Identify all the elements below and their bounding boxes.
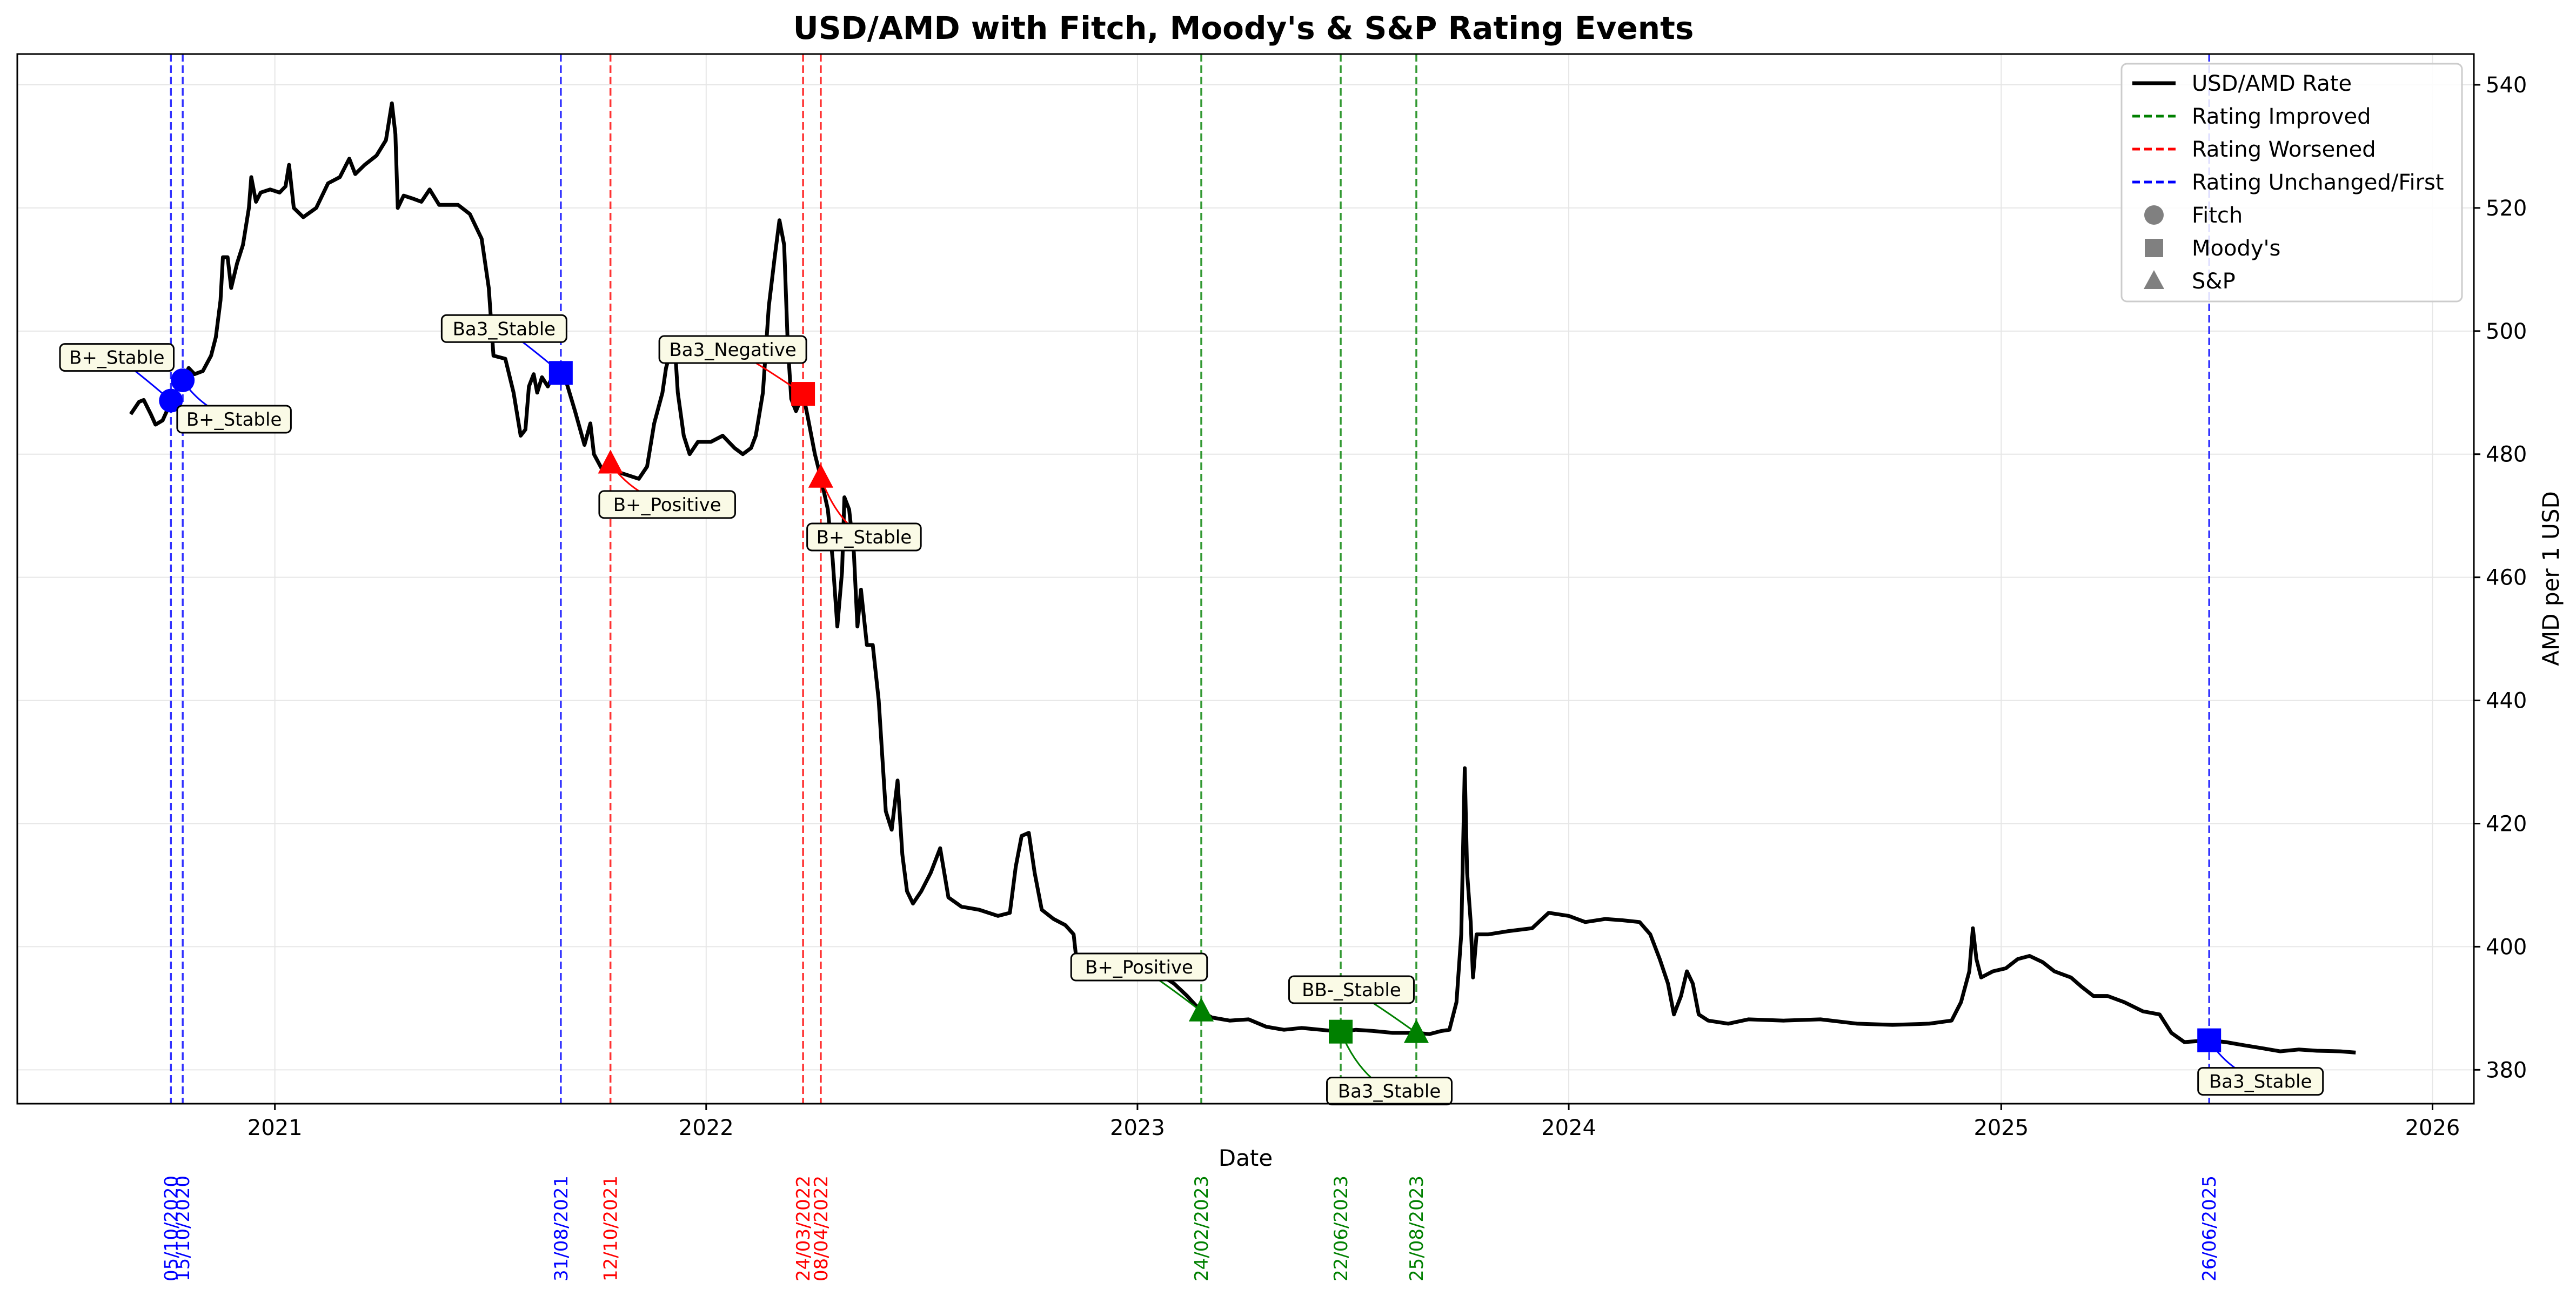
annotation-box xyxy=(176,405,292,434)
y-tick-label: 540 xyxy=(2486,73,2527,98)
annotation-box xyxy=(1288,975,1415,1004)
annotation-text: Ba3_Stable xyxy=(2209,1071,2312,1093)
legend-item: USD/AMD Rate xyxy=(2132,71,2352,96)
annotation-box xyxy=(1070,952,1208,982)
legend-label: Fitch xyxy=(2192,203,2243,228)
event-date-label: 24/03/2022 xyxy=(793,1176,814,1281)
rating-annotation: B+_Stable xyxy=(806,522,922,552)
rating-annotation: B+_Stable xyxy=(176,405,292,434)
legend-item: Rating Worsened xyxy=(2132,137,2376,162)
y-tick-label: 440 xyxy=(2486,689,2527,714)
sp-marker xyxy=(1403,1019,1429,1043)
sp-marker xyxy=(808,464,834,488)
annotation-text: Ba3_Stable xyxy=(1338,1081,1441,1103)
rating-annotation: Ba3_Stable xyxy=(440,314,567,343)
annotation-text: B+_Positive xyxy=(1085,957,1193,978)
legend-item: S&P xyxy=(2144,269,2236,294)
event-date-label: 31/08/2021 xyxy=(551,1176,572,1281)
chart-title: USD/AMD with Fitch, Moody's & S&P Rating… xyxy=(793,10,1694,46)
x-tick-label: 2023 xyxy=(1110,1116,1165,1140)
legend: USD/AMD Rate Rating Improved Rating Worsen… xyxy=(2120,63,2463,303)
rating-annotation: BB-_Stable xyxy=(1288,975,1415,1004)
moodys-marker xyxy=(2197,1028,2222,1052)
legend-item: Moody's xyxy=(2145,236,2280,261)
annotation-text: B+_Stable xyxy=(186,409,282,431)
sp-marker xyxy=(1188,997,1214,1022)
event-date-label: 26/06/2025 xyxy=(2199,1176,2220,1281)
rating-annotation: Ba3_Stable xyxy=(2197,1067,2324,1096)
legend-label: S&P xyxy=(2192,269,2236,294)
x-tick-label: 2025 xyxy=(1973,1116,2029,1140)
moodys-marker xyxy=(791,382,815,406)
annotation-box xyxy=(1326,1077,1453,1106)
usd-amd-rate-line xyxy=(129,101,2356,1055)
rating-annotation: B+_Positive xyxy=(598,490,736,519)
event-date-label: 05/10/2020 xyxy=(160,1176,182,1281)
event-date-label: 12/10/2021 xyxy=(600,1176,622,1281)
y-tick-label: 380 xyxy=(2486,1058,2527,1083)
legend-item: Fitch xyxy=(2144,203,2243,228)
legend-circle-swatch xyxy=(2144,205,2164,225)
legend-square-swatch xyxy=(2145,239,2163,257)
annotation-box xyxy=(59,343,175,372)
annotation-text: BB-_Stable xyxy=(1302,979,1401,1001)
series-layer xyxy=(129,101,2356,1055)
legend-item: Rating Improved xyxy=(2132,104,2371,129)
annotation-labels: B+_Stable B+_Stable Ba3_Stable B+_Positive B… xyxy=(59,314,2324,1106)
y-tick-label: 400 xyxy=(2486,935,2527,959)
rating-annotation: Ba3_Stable xyxy=(1326,1077,1453,1106)
x-tick-label: 2022 xyxy=(679,1116,734,1140)
y-tick-label: 500 xyxy=(2486,319,2527,344)
y-tick-label: 420 xyxy=(2486,811,2527,836)
legend-item: Rating Unchanged/First xyxy=(2132,170,2444,195)
legend-label: Rating Worsened xyxy=(2192,137,2376,162)
event-date-label: 24/02/2023 xyxy=(1191,1176,1213,1281)
annotation-text: B+_Positive xyxy=(613,494,721,516)
y-axis-ticks: 380 400 420 440 460 480 500 520 540 xyxy=(2474,73,2527,1083)
y-axis-label: AMD per 1 USD xyxy=(2538,491,2564,666)
legend-label: Rating Unchanged/First xyxy=(2192,170,2444,195)
x-axis-label: Date xyxy=(1219,1145,1273,1171)
annotation-box xyxy=(440,314,567,343)
rating-annotation: B+_Stable xyxy=(59,343,175,372)
annotation-text: B+_Stable xyxy=(817,527,912,548)
annotation-box xyxy=(2197,1067,2324,1096)
event-lines xyxy=(170,54,2210,1104)
fitch-marker xyxy=(159,388,183,413)
annotation-box xyxy=(598,490,736,519)
x-axis-ticks: 2021 2022 2023 2024 2025 2026 xyxy=(247,1104,2460,1140)
sp-marker xyxy=(598,449,623,474)
moodys-marker xyxy=(548,361,573,385)
event-date-label: 25/08/2023 xyxy=(1406,1176,1428,1281)
legend-box xyxy=(2120,63,2463,303)
event-date-label: 15/10/2020 xyxy=(172,1176,194,1281)
legend-label: Moody's xyxy=(2192,236,2280,261)
fitch-marker xyxy=(171,368,195,392)
y-tick-label: 520 xyxy=(2486,196,2527,221)
event-date-label: 22/06/2023 xyxy=(1330,1176,1352,1281)
x-tick-label: 2021 xyxy=(247,1116,303,1140)
moodys-marker xyxy=(1329,1019,1353,1044)
legend-label: Rating Improved xyxy=(2192,104,2371,129)
grid-lines xyxy=(17,54,2474,1104)
plot-frame xyxy=(16,53,2475,1105)
event-date-label: 08/04/2022 xyxy=(811,1176,832,1281)
x-tick-label: 2024 xyxy=(1541,1116,1596,1140)
rating-annotation: Ba3_Negative xyxy=(658,335,807,364)
x-tick-label: 2026 xyxy=(2405,1116,2460,1140)
event-markers xyxy=(159,361,2222,1052)
rating-annotation: B+_Positive xyxy=(1070,952,1208,982)
y-tick-label: 480 xyxy=(2486,442,2527,467)
annotation-text: Ba3_Negative xyxy=(669,339,796,361)
legend-label: USD/AMD Rate xyxy=(2192,71,2352,96)
annotation-box xyxy=(658,335,807,364)
annotation-text: Ba3_Stable xyxy=(453,318,556,340)
annotation-box xyxy=(806,522,922,552)
legend-triangle-swatch xyxy=(2144,270,2164,289)
y-tick-label: 460 xyxy=(2486,566,2527,590)
annotation-text: B+_Stable xyxy=(69,347,165,369)
